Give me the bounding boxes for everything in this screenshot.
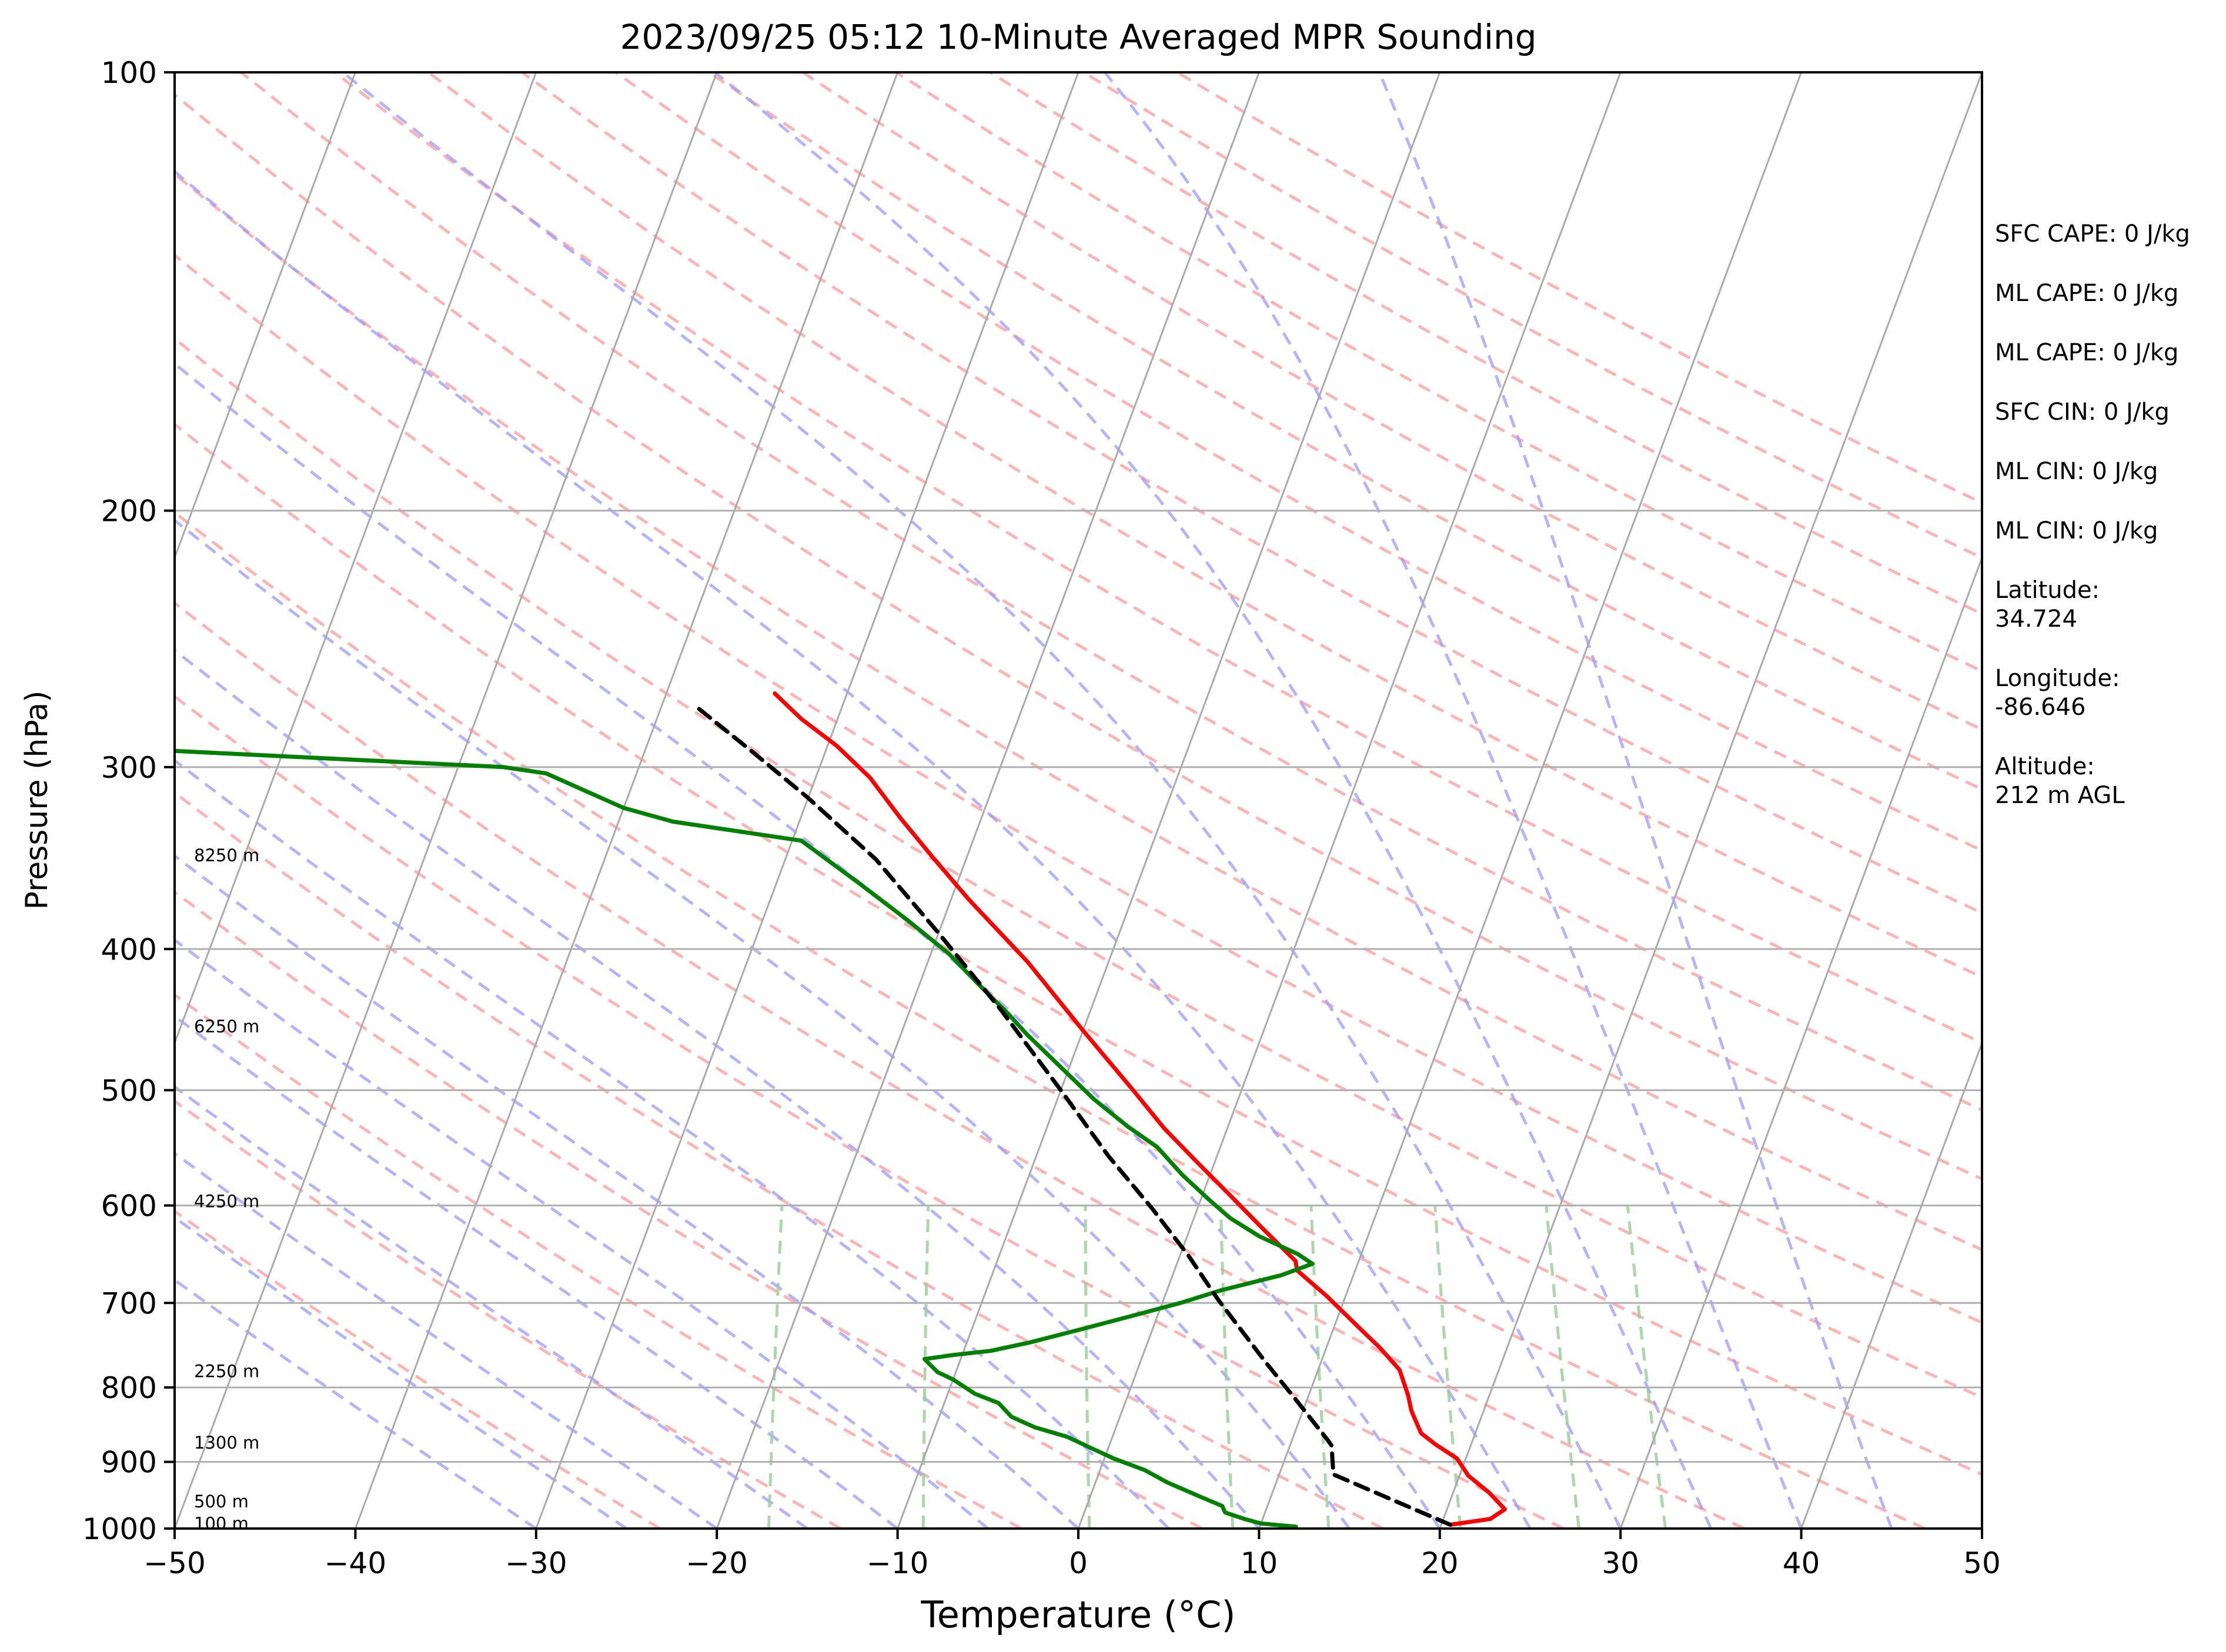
sounding-series xyxy=(0,694,1505,1527)
annotation-line: -86.646 xyxy=(1995,694,2085,721)
annotation-line: ML CIN: 0 J/kg xyxy=(1995,517,2158,544)
dry-adiabat xyxy=(0,72,660,1529)
annotation-line: ML CAPE: 0 J/kg xyxy=(1995,339,2178,366)
y-tick-label: 600 xyxy=(101,1189,157,1223)
mixing-ratio-line xyxy=(1435,1206,1460,1529)
x-tick-label: −20 xyxy=(686,1546,748,1580)
y-tick-label: 800 xyxy=(101,1371,157,1405)
mixing-ratio-line xyxy=(1221,1206,1233,1529)
annotation: Latitude:34.724 xyxy=(1995,577,2100,633)
y-tick-label: 300 xyxy=(101,751,157,785)
y-tick-label: 100 xyxy=(101,56,157,90)
annotation-line: Altitude: xyxy=(1995,753,2095,780)
mixing-ratio-line xyxy=(1627,1206,1666,1529)
moist-adiabat xyxy=(1105,72,1801,1529)
isotherm-line xyxy=(0,72,536,1529)
x-tick-label: −30 xyxy=(505,1546,567,1580)
height-label: 500 m xyxy=(194,1492,249,1511)
dry-adiabat xyxy=(241,72,2226,1529)
annotation-line: Latitude: xyxy=(1995,577,2100,604)
y-tick-label: 700 xyxy=(101,1286,157,1320)
series-line-1 xyxy=(0,703,1312,1527)
annotation: SFC CAPE: 0 J/kg xyxy=(1995,220,2190,248)
x-tick-label: 20 xyxy=(1421,1546,1459,1580)
annotation: Altitude:212 m AGL xyxy=(1995,753,2125,809)
series-line-2 xyxy=(697,707,1450,1524)
dry-adiabat xyxy=(148,72,2226,1529)
mixing-ratio-line xyxy=(923,1206,928,1529)
annotation: ML CIN: 0 J/kg xyxy=(1995,517,2158,544)
annotation: ML CAPE: 0 J/kg xyxy=(1995,280,2178,307)
x-axis-label: Temperature (°C) xyxy=(920,1593,1235,1636)
annotation: SFC CIN: 0 J/kg xyxy=(1995,399,2170,426)
x-tick-label: −10 xyxy=(867,1546,929,1580)
height-label: 100 m xyxy=(194,1513,249,1533)
dry-adiabat xyxy=(0,72,1744,1529)
moist-adiabat xyxy=(0,72,1078,1529)
isotherm-line xyxy=(1440,72,1982,1529)
height-label: 8250 m xyxy=(194,845,259,865)
y-tick-label: 400 xyxy=(101,932,157,967)
background-lines xyxy=(0,72,2226,1529)
height-label: 1300 m xyxy=(194,1433,259,1453)
annotation-line: Longitude: xyxy=(1995,665,2120,692)
x-tick-label: 30 xyxy=(1602,1546,1639,1580)
y-axis-ticks: 100 200 300 400 500 600 700 800 900 1000 xyxy=(82,56,175,1546)
mixing-ratio-line xyxy=(1085,1206,1089,1529)
moist-adiabat xyxy=(59,72,1530,1529)
annotation-line: ML CIN: 0 J/kg xyxy=(1995,458,2158,485)
x-tick-label: 50 xyxy=(1963,1546,2001,1580)
dry-adiabat xyxy=(616,72,2226,1529)
chart-title: 2023/09/25 05:12 10-Minute Averaged MPR … xyxy=(620,17,1536,57)
annotation: ML CIN: 0 J/kg xyxy=(1995,458,2158,485)
x-tick-label: −50 xyxy=(143,1546,206,1580)
x-axis-ticks: −50 −40 −30 −20 −10 0 10 20 30 40 50 xyxy=(143,1529,2001,1580)
dry-adiabat xyxy=(0,72,1563,1529)
annotation-line: ML CAPE: 0 J/kg xyxy=(1995,280,2178,307)
annotation: Longitude:-86.646 xyxy=(1995,665,2120,721)
height-label: 4250 m xyxy=(194,1191,259,1211)
annotation-line: 34.724 xyxy=(1995,606,2077,633)
y-tick-label: 1000 xyxy=(82,1512,157,1546)
moist-adiabat xyxy=(343,72,1620,1529)
x-tick-label: 10 xyxy=(1241,1546,1278,1580)
isotherm-line xyxy=(355,72,897,1529)
isotherm-line xyxy=(175,72,717,1529)
y-axis-label: Pressure (hPa) xyxy=(19,691,55,910)
y-tick-label: 900 xyxy=(101,1446,157,1480)
y-tick-label: 200 xyxy=(101,494,157,529)
dry-adiabat xyxy=(0,72,1202,1529)
dry-adiabat xyxy=(0,72,1383,1529)
moist-adiabat xyxy=(715,72,1711,1529)
height-label: 6250 m xyxy=(194,1016,259,1036)
annotation-line: SFC CAPE: 0 J/kg xyxy=(1995,220,2190,248)
annotation-line: 212 m AGL xyxy=(1995,782,2125,809)
moist-adiabat xyxy=(0,72,1259,1529)
x-tick-label: 40 xyxy=(1783,1546,1820,1580)
x-tick-label: 0 xyxy=(1069,1546,1088,1580)
annotation-line: SFC CIN: 0 J/kg xyxy=(1995,399,2170,426)
x-tick-label: −40 xyxy=(325,1546,387,1580)
mixing-ratio-line xyxy=(1546,1206,1579,1529)
height-label: 2250 m xyxy=(194,1362,259,1382)
annotations: SFC CAPE: 0 J/kg ML CAPE: 0 J/kg ML CAPE: … xyxy=(1995,220,2190,809)
y-tick-label: 500 xyxy=(101,1074,157,1108)
isotherm-line xyxy=(717,72,1259,1529)
annotation: ML CAPE: 0 J/kg xyxy=(1995,339,2178,366)
